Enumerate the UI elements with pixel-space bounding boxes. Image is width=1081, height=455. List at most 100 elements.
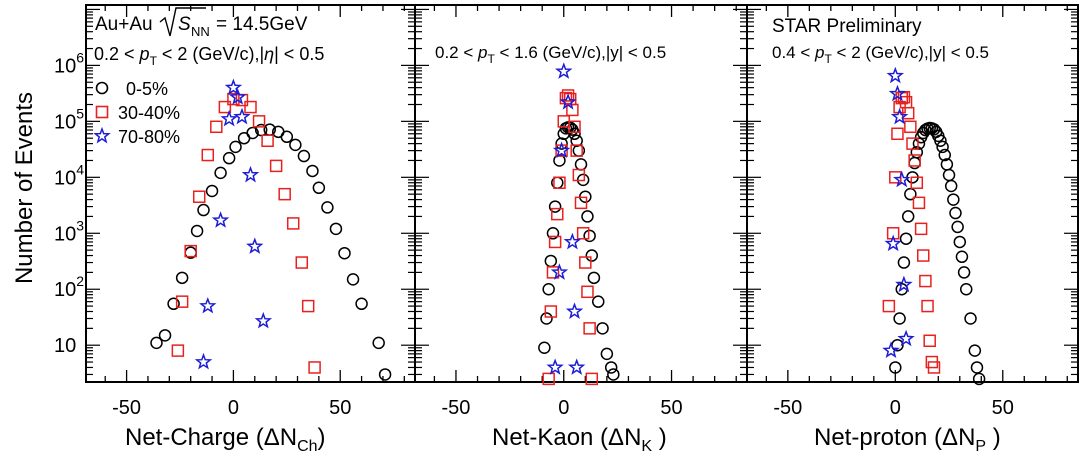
data-point [921,299,934,313]
legend-label-midcentral: 30-40% [118,103,180,123]
x-tick-label: -50 [112,397,141,419]
legend-marker-midcentral [95,105,109,119]
data-point [211,211,230,228]
y-tick-label: 102 [54,273,84,301]
data-point [190,224,204,238]
data-point [175,271,189,285]
data-point [912,137,926,150]
data-point [607,368,620,381]
data-point [891,127,904,141]
data-point [184,244,197,258]
data-point [254,311,273,329]
data-point [561,89,575,102]
data-point [286,217,300,230]
legend-marker-peripheral [93,126,111,144]
data-point [150,336,163,350]
data-point [923,334,936,348]
data-point [227,92,240,106]
data-point [355,297,368,311]
data-point [888,84,907,102]
data-point [233,107,251,125]
y-tick-label: 106 [54,49,84,77]
data-point [904,187,917,201]
legend-marker-central [95,81,109,95]
cut-label-proton: 0.4 < pT < 2 (GeV/c),|y| < 0.5 [772,43,989,66]
data-point [964,312,977,325]
data-point [899,232,913,245]
series-star [194,78,273,370]
data-point [553,176,566,189]
data-point [210,120,223,134]
data-point [224,78,243,96]
data-point [574,196,588,210]
data-point [544,305,558,318]
data-point [542,372,555,386]
data-point [949,206,962,220]
data-point [565,302,584,319]
data-point [261,134,274,148]
data-point [201,148,215,162]
data-point [246,126,259,140]
data-point [886,66,905,84]
data-point [587,271,601,285]
data-point [953,235,967,249]
data-point [568,120,581,134]
data-point [246,237,264,254]
data-point [197,203,210,217]
data-point [906,137,919,150]
data-point [563,232,582,250]
cut-label-kaon: 0.2 < pT < 1.6 (GeV/c),|y| < 0.5 [435,43,666,66]
panels: -50 0 50 -50 0 50 -50 0 50 [85,4,1079,419]
data-point [312,181,326,195]
cut-label-charge: 0.2 < pT < 2 (GeV/c),|η| < 0.5 [94,44,324,68]
y-axis-label: Number of Events [11,92,38,284]
data-point [241,165,260,183]
data-point [542,282,555,296]
data-point [378,368,392,381]
data-point [882,299,896,313]
data-point [908,156,921,170]
data-point [321,201,334,214]
star-marker [93,126,111,144]
data-point [550,263,569,280]
data-point [254,123,268,137]
data-point [583,229,596,243]
series-star [882,66,915,359]
data-point [308,361,321,374]
data-point [244,100,257,114]
x-tick-label: 0 [228,397,239,419]
data-point [947,193,960,206]
x-tick-label: 50 [992,397,1014,419]
data-point [579,256,592,269]
data-point [574,158,588,171]
data-point [205,184,219,198]
y-tick-label: 103 [54,217,84,245]
data-point [568,127,581,141]
data-point [904,120,917,134]
data-point [889,361,902,374]
data-point [581,210,594,223]
data-point [301,299,315,313]
data-point [955,250,969,264]
data-point [604,361,618,374]
data-point [570,144,583,157]
data-point [548,235,562,249]
data-point [228,88,247,105]
x-tick-label: 50 [329,397,351,419]
data-point [346,273,360,286]
x-tick-label: 50 [660,397,682,419]
data-point [596,322,609,335]
data-point [908,154,921,167]
data-point [585,372,599,386]
data-point [893,170,911,188]
data-point [910,146,924,159]
data-point [927,123,941,136]
data-point [944,179,958,193]
data-point [252,115,266,128]
data-point [914,222,928,236]
data-point [158,329,172,342]
data-point [214,166,227,180]
sqrt-sign [159,7,206,37]
data-point [546,358,564,375]
data-point [959,282,973,296]
